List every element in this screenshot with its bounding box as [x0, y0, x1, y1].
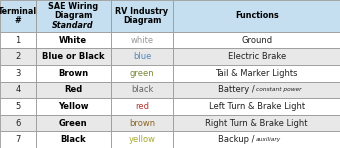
Text: SAE Wiring: SAE Wiring	[48, 2, 98, 11]
Text: Green: Green	[59, 119, 87, 128]
Bar	[173, 98, 340, 115]
Bar	[110, 98, 173, 115]
Bar	[36, 131, 110, 148]
Text: 4: 4	[15, 85, 20, 94]
Text: Left Turn & Brake Light: Left Turn & Brake Light	[209, 102, 305, 111]
Bar	[110, 131, 173, 148]
Bar	[173, 115, 340, 131]
Text: Right Turn & Brake Light: Right Turn & Brake Light	[205, 119, 308, 128]
Text: Terminal: Terminal	[0, 7, 37, 16]
Bar	[173, 32, 340, 48]
Text: 3: 3	[15, 69, 20, 78]
Text: 6: 6	[15, 119, 20, 128]
Text: White: White	[59, 36, 87, 45]
Text: white: white	[130, 36, 154, 45]
Text: Blue or Black: Blue or Black	[42, 52, 104, 61]
Bar	[36, 0, 110, 32]
Bar	[0, 115, 36, 131]
Text: #: #	[15, 16, 21, 25]
Text: 2: 2	[15, 52, 20, 61]
Bar	[173, 65, 340, 82]
Text: Electric Brake: Electric Brake	[227, 52, 286, 61]
Text: 1: 1	[15, 36, 20, 45]
Text: Red: Red	[64, 85, 82, 94]
Text: Tail & Marker Lights: Tail & Marker Lights	[216, 69, 298, 78]
Bar	[36, 48, 110, 65]
Text: Yellow: Yellow	[58, 102, 88, 111]
Text: yellow: yellow	[129, 135, 155, 144]
Bar	[0, 131, 36, 148]
Bar	[110, 115, 173, 131]
Text: Functions: Functions	[235, 11, 278, 20]
Text: black: black	[131, 85, 153, 94]
Bar	[0, 65, 36, 82]
Text: 7: 7	[15, 135, 20, 144]
Text: Backup /: Backup /	[219, 135, 255, 144]
Text: red: red	[135, 102, 149, 111]
Bar	[36, 98, 110, 115]
Bar	[0, 82, 36, 98]
Bar	[173, 131, 340, 148]
Bar	[110, 48, 173, 65]
Bar	[173, 48, 340, 65]
Bar	[36, 65, 110, 82]
Text: Brown: Brown	[58, 69, 88, 78]
Text: Ground: Ground	[241, 36, 272, 45]
Text: blue: blue	[133, 52, 151, 61]
Bar	[110, 65, 173, 82]
Bar	[110, 82, 173, 98]
Bar	[0, 48, 36, 65]
Text: auxiliary: auxiliary	[256, 137, 281, 142]
Bar	[0, 98, 36, 115]
Bar	[173, 82, 340, 98]
Text: Battery /: Battery /	[218, 85, 255, 94]
Bar	[110, 32, 173, 48]
Text: Standard: Standard	[52, 21, 94, 30]
Text: 5: 5	[15, 102, 20, 111]
Bar	[36, 32, 110, 48]
Text: Diagram: Diagram	[123, 16, 161, 25]
Bar	[173, 0, 340, 32]
Text: Diagram: Diagram	[54, 11, 92, 20]
Bar	[36, 115, 110, 131]
Text: green: green	[130, 69, 154, 78]
Bar	[110, 0, 173, 32]
Text: brown: brown	[129, 119, 155, 128]
Text: constant power: constant power	[256, 87, 301, 92]
Bar	[0, 0, 36, 32]
Text: Black: Black	[60, 135, 86, 144]
Bar	[36, 82, 110, 98]
Bar	[0, 32, 36, 48]
Text: RV Industry: RV Industry	[115, 7, 169, 16]
